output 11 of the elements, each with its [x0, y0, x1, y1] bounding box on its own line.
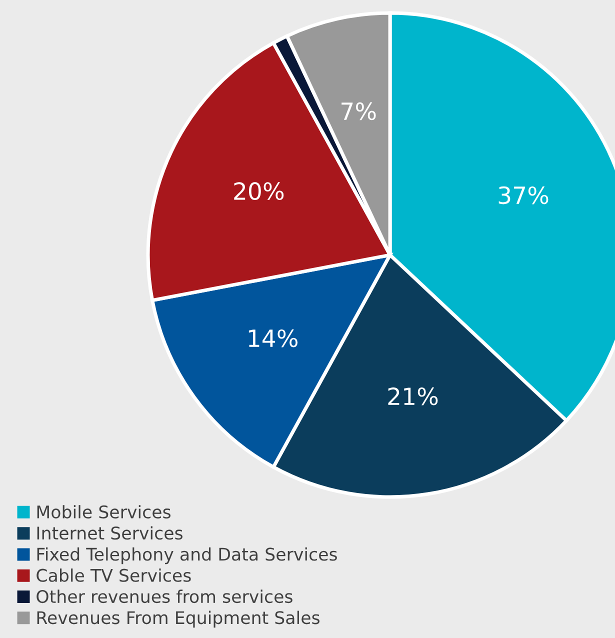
legend-label: Internet Services [37, 526, 182, 540]
legend-label: Mobile Services [37, 505, 170, 519]
data-label: 20% [234, 182, 284, 200]
legend-label: Fixed Telephony and Data Services [37, 547, 337, 564]
data-label: 37% [498, 186, 548, 204]
legend-label: Other revenues from services [36, 590, 292, 604]
legend-label: Cable TV Services [36, 568, 191, 582]
legend-label: Revenues From Equipment Sales [37, 610, 320, 628]
data-label: 7% [342, 102, 376, 120]
data-label: 21% [388, 387, 438, 406]
data-label: 14% [248, 329, 298, 348]
